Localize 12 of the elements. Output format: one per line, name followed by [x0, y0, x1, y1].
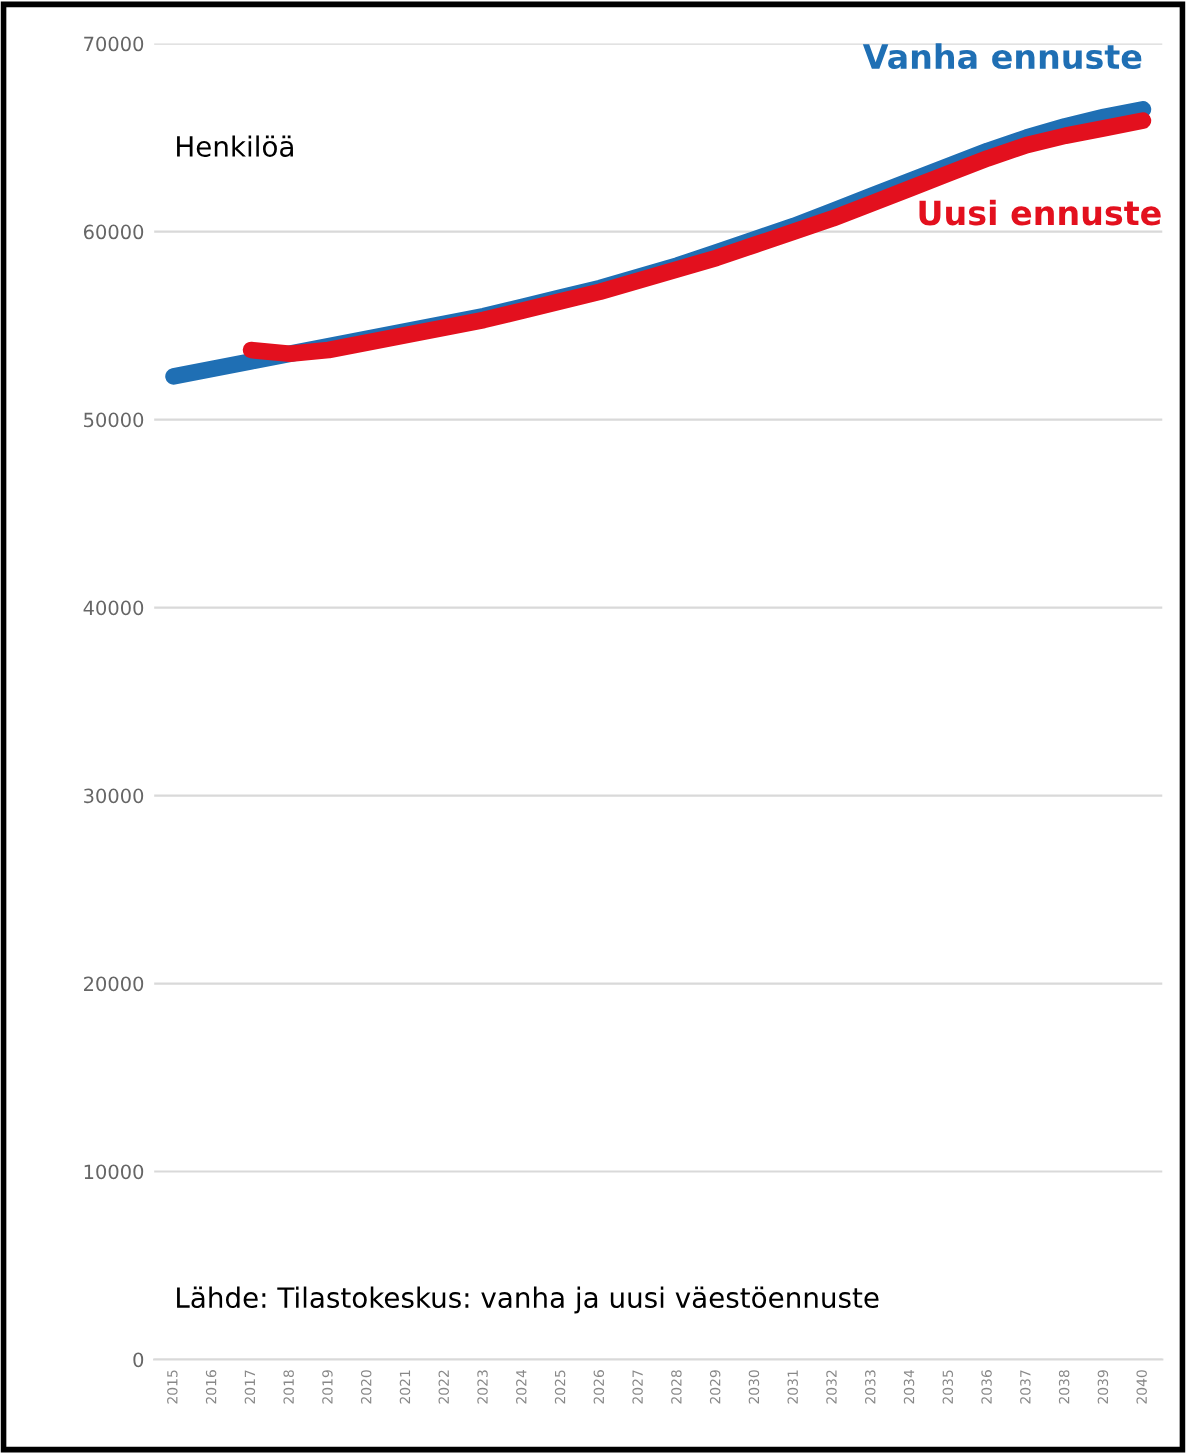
- y-axis-title: Henkilöä: [177, 135, 293, 157]
- y-tick-label: 10000: [84, 1164, 144, 1180]
- y-tick-label: 70000: [84, 36, 144, 52]
- y-tick-label: 60000: [83, 224, 144, 240]
- y-tick-label: 50000: [84, 412, 144, 428]
- series-label: Uusi ennuste: [919, 199, 1161, 226]
- y-tick-label: 30000: [84, 788, 144, 804]
- series-label: Vanha ennuste: [862, 43, 1142, 70]
- y-tick-label: 20000: [84, 976, 144, 992]
- y-tick-label: 0: [133, 1352, 144, 1368]
- annotation: Lähde: Tilastokeskus: vanha ja uusi väestöennuste: [177, 1286, 879, 1314]
- y-tick-label: 40000: [83, 600, 144, 616]
